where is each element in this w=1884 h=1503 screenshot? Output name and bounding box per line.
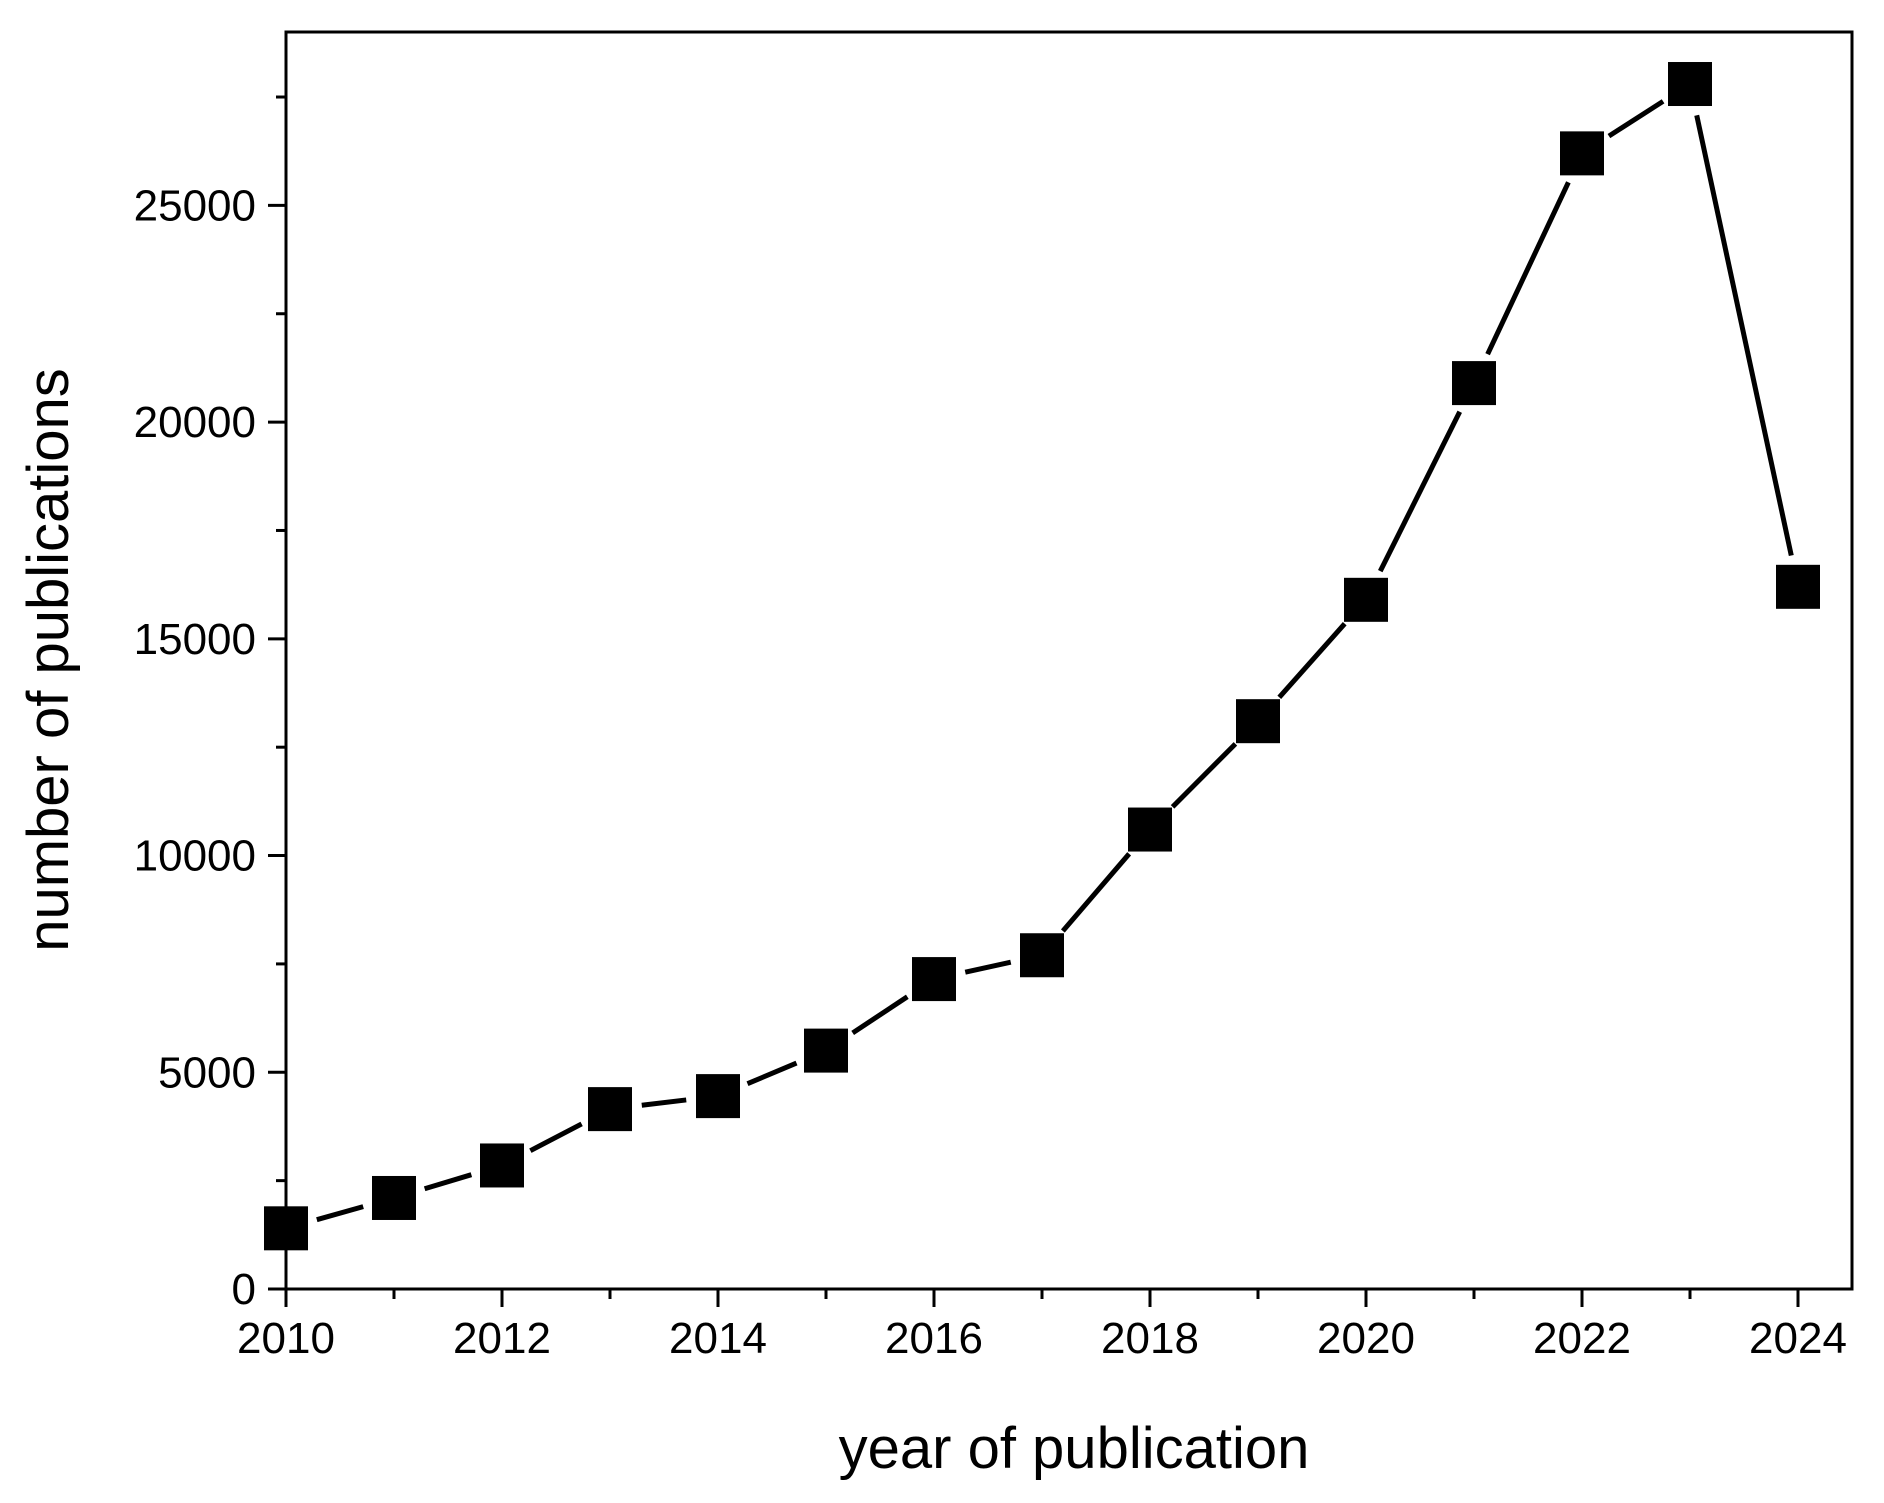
y-tick-label: 5000 <box>158 1048 256 1097</box>
series-line-segment <box>423 1172 473 1192</box>
x-tick-label: 2014 <box>669 1314 767 1363</box>
data-point-marker <box>1668 62 1712 107</box>
y-tick-label: 25000 <box>134 181 256 230</box>
x-tick-label: 2016 <box>885 1314 983 1363</box>
data-point-marker <box>372 1175 416 1220</box>
series-line-segment <box>964 959 1012 975</box>
x-tick-label: 2020 <box>1317 1314 1415 1363</box>
data-point-marker <box>264 1206 308 1251</box>
x-tick-label: 2018 <box>1101 1314 1199 1363</box>
data-point-marker <box>804 1028 848 1073</box>
data-point-marker <box>1128 807 1172 852</box>
y-axis-title: number of publications <box>16 368 81 952</box>
series-line-segment <box>746 1060 798 1086</box>
series-line-segment <box>851 994 909 1036</box>
x-axis-title: year of publication <box>839 1416 1310 1481</box>
y-tick-label: 0 <box>232 1265 256 1314</box>
data-point-marker <box>1452 361 1496 406</box>
x-tick-label: 2022 <box>1533 1314 1631 1363</box>
x-tick-label: 2012 <box>453 1314 551 1363</box>
series-line-segment <box>1607 99 1665 139</box>
data-point-marker <box>588 1087 632 1132</box>
series-line-segment <box>1060 852 1132 933</box>
series-line-segment <box>641 1097 687 1108</box>
data-point-marker <box>696 1074 740 1119</box>
series-line-segment <box>1694 114 1794 557</box>
series-line-segment <box>1170 742 1238 809</box>
data-point-marker <box>1776 564 1820 609</box>
plot-frame <box>284 30 1854 1291</box>
data-point-marker <box>912 957 956 1002</box>
data-point-marker <box>1344 577 1388 622</box>
x-tick-label: 2024 <box>1749 1314 1847 1363</box>
data-point-marker <box>1020 933 1064 978</box>
series-line-segment <box>529 1121 583 1153</box>
series-line-segment <box>316 1204 364 1223</box>
series-line-segment <box>1277 622 1347 699</box>
y-tick-label: 20000 <box>134 398 256 447</box>
data-point-marker <box>480 1143 524 1188</box>
data-point-marker <box>1560 131 1604 176</box>
x-tick-label: 2010 <box>237 1314 335 1363</box>
y-tick-label: 10000 <box>134 832 256 881</box>
data-point-marker <box>1236 699 1280 744</box>
series-line-segment <box>1485 181 1571 356</box>
y-tick-label: 15000 <box>134 615 256 664</box>
series-line-segment <box>1378 410 1462 573</box>
